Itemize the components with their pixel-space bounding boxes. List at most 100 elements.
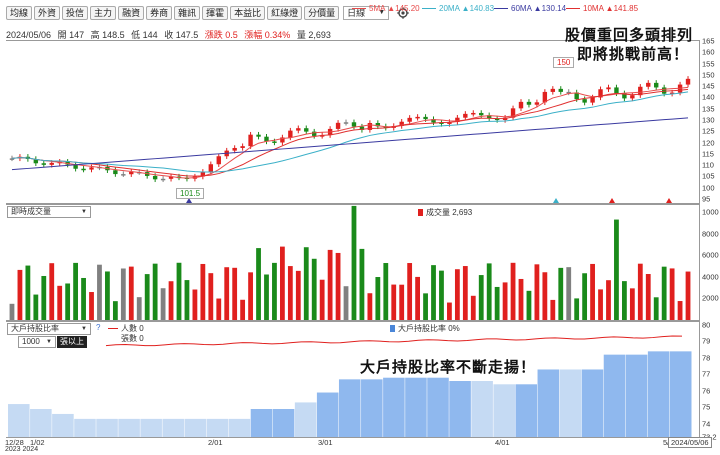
- volume-bar: [685, 271, 691, 320]
- volume-bar: [319, 279, 325, 320]
- candle-body: [574, 92, 579, 100]
- tab-price-volume[interactable]: 分價量: [304, 6, 340, 20]
- x-axis-label: 2/01: [208, 438, 223, 447]
- tab-trust[interactable]: 投信: [62, 6, 89, 20]
- volume-bar: [176, 262, 182, 320]
- volume-bar: [216, 298, 222, 320]
- candle-body: [415, 116, 420, 119]
- candle-body: [646, 82, 651, 87]
- volume-bar: [272, 262, 277, 320]
- volume-indicator-select[interactable]: 即時成交量 ▼: [7, 206, 91, 218]
- volume-bar: [494, 286, 500, 320]
- volume-panel-frame: [6, 204, 700, 321]
- volume-bar: [621, 281, 627, 320]
- volume-bar: [431, 265, 436, 320]
- candle-body: [33, 159, 39, 164]
- candle-body: [630, 95, 635, 99]
- volume-bar: [311, 258, 317, 320]
- holder-ratio-bar: [272, 409, 295, 437]
- candle-body: [304, 128, 309, 132]
- holder-ratio-bar: [228, 418, 251, 437]
- x-axis-years: 2023 2024: [5, 446, 39, 453]
- candle-body: [582, 99, 587, 103]
- price-y-tick: 115: [702, 149, 714, 159]
- candle-body: [208, 164, 214, 172]
- volume-bar: [264, 274, 269, 320]
- ma60-value: 60MA ▲130.14: [511, 4, 567, 13]
- volume-bar: [534, 264, 540, 320]
- holder-ratio-bar: [52, 413, 74, 437]
- volume-bar: [136, 297, 142, 320]
- tab-traffic-light[interactable]: 紅綠燈: [267, 6, 303, 20]
- gear-icon[interactable]: [397, 7, 409, 19]
- volume-bar: [168, 281, 174, 320]
- volume-bar: [470, 295, 476, 320]
- volume-bar: [367, 293, 373, 320]
- threshold-select[interactable]: 1000 ▼: [18, 336, 56, 348]
- holder-ratio-text: 大戶持股比率 0%: [398, 324, 460, 333]
- volume-bar: [518, 278, 524, 320]
- volume-bar: [645, 274, 651, 320]
- price-y-tick: 105: [702, 171, 715, 181]
- candle-body: [486, 115, 492, 119]
- holder-ratio-bar: [471, 381, 493, 437]
- current-date-label: 2024/05/06: [668, 437, 712, 448]
- candle-body: [160, 178, 166, 181]
- candle-body: [168, 176, 174, 179]
- x-axis-label: 3/01: [318, 438, 333, 447]
- ma60-line: [11, 117, 689, 171]
- holder-y-tick: 80: [702, 320, 711, 330]
- volume-bar: [502, 282, 508, 320]
- tab-ma[interactable]: 均線: [6, 6, 33, 20]
- tab-noise[interactable]: 雜訊: [174, 6, 201, 20]
- candle-body: [272, 141, 277, 143]
- candle-body: [240, 146, 245, 148]
- volume-bar: [17, 269, 23, 320]
- candle-body: [351, 122, 357, 127]
- candle-body: [256, 134, 261, 137]
- volume-bar: [478, 275, 484, 320]
- help-icon[interactable]: ?: [96, 323, 101, 332]
- candle-body: [598, 89, 603, 98]
- tab-main-force[interactable]: 主力: [90, 6, 117, 20]
- period-select[interactable]: 日線 ▼: [343, 6, 390, 20]
- volume-bar: [112, 301, 118, 320]
- tab-broker[interactable]: 券商: [146, 6, 173, 20]
- tab-spend[interactable]: 揮霍: [202, 6, 229, 20]
- info-high: 高 148.5: [90, 30, 125, 40]
- candle-body: [566, 91, 571, 94]
- volume-bar: [279, 246, 285, 320]
- candle-body: [152, 175, 158, 180]
- tab-margin[interactable]: 融資: [118, 6, 145, 20]
- volume-bar: [614, 219, 619, 320]
- info-low: 低 144: [131, 30, 158, 40]
- tab-foreign[interactable]: 外資: [34, 6, 61, 20]
- volume-bar: [303, 247, 309, 320]
- ma5-line: [11, 86, 689, 179]
- candle-body: [534, 102, 540, 105]
- volume-bar: [590, 263, 595, 320]
- info-volume: 量 2,693: [296, 30, 331, 40]
- holder-ratio-bar: [162, 418, 185, 437]
- ratio-bar-swatch: [390, 325, 395, 332]
- candle-body: [590, 97, 595, 103]
- volume-bar: [120, 268, 126, 320]
- candle-body: [526, 101, 532, 105]
- holder-ratio-bar: [669, 351, 692, 437]
- price-y-tick: 165: [702, 36, 715, 46]
- price-panel-frame: [6, 40, 700, 204]
- candle-body: [335, 122, 341, 129]
- tab-pe[interactable]: 本益比: [230, 6, 266, 20]
- holder-indicator-select[interactable]: 大戶持股比率 ▼: [7, 323, 91, 335]
- price-y-tick: 130: [702, 115, 715, 125]
- candle-body: [606, 87, 611, 90]
- ma-legend-10: 10MA ▲141.85: [566, 4, 638, 13]
- ma-legend-60: 60MA ▲130.14: [494, 4, 566, 13]
- holder-people-line: [105, 335, 683, 347]
- candle-body: [343, 122, 349, 124]
- holder-ratio-bar: [383, 377, 405, 437]
- volume-bar: [669, 268, 675, 320]
- volume-bar: [256, 248, 261, 320]
- candle-body: [264, 136, 269, 142]
- volume-bar: [629, 288, 635, 320]
